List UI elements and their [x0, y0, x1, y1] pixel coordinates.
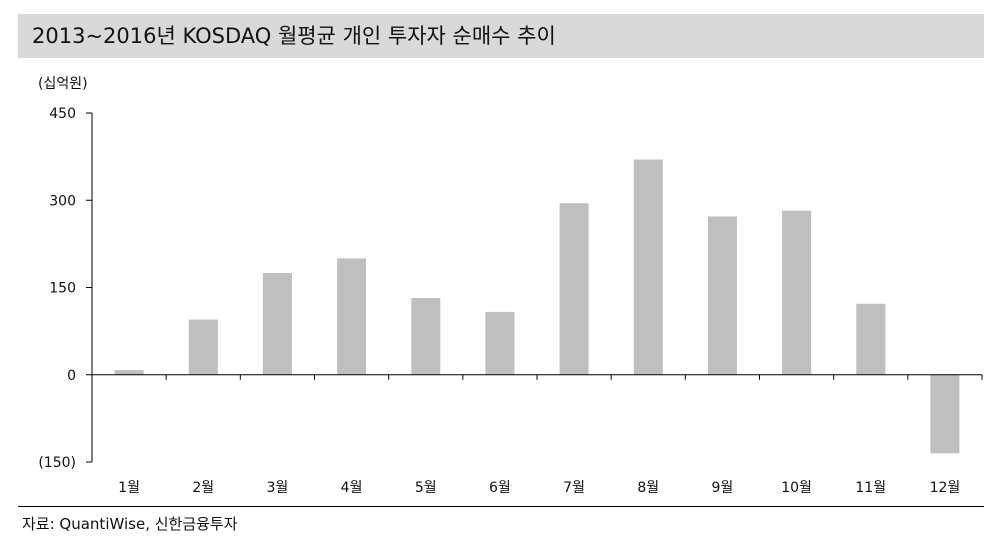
bar-2월 — [188, 319, 218, 375]
source-divider — [18, 506, 984, 507]
bar-5월 — [411, 298, 441, 375]
bar-7월 — [559, 203, 589, 375]
bar-10월 — [782, 210, 812, 375]
bar-4월 — [337, 258, 367, 375]
bar-3월 — [262, 273, 292, 375]
bar-12월 — [930, 374, 960, 454]
bar-9월 — [707, 216, 737, 375]
y-tick-label: 300 — [49, 193, 76, 209]
y-axis-unit-label: (십억원) — [38, 76, 88, 92]
y-tick-label: 0 — [67, 368, 76, 384]
x-category-label: 1월 — [118, 480, 140, 496]
x-category-label: 11월 — [855, 480, 886, 496]
bar-8월 — [633, 159, 663, 375]
x-category-label: 3월 — [267, 480, 289, 496]
x-category-label: 2월 — [192, 480, 214, 496]
y-tick-label: 450 — [49, 106, 76, 122]
x-category-label: 6월 — [489, 480, 511, 496]
x-category-label: 4월 — [341, 480, 363, 496]
y-tick-label: (150) — [38, 455, 76, 471]
bar-6월 — [485, 311, 515, 375]
bar-1월 — [114, 370, 144, 375]
x-category-label: 9월 — [712, 480, 734, 496]
chart-title: 2013~2016년 KOSDAQ 월평균 개인 투자자 순매수 추이 — [32, 24, 556, 48]
bars-group — [114, 159, 960, 454]
x-category-label: 10월 — [781, 480, 812, 496]
x-category-label: 7월 — [563, 480, 585, 496]
source-note: 자료: QuantiWise, 신한금융투자 — [22, 515, 238, 533]
x-category-label: 12월 — [930, 480, 961, 496]
chart-title-bar: 2013~2016년 KOSDAQ 월평균 개인 투자자 순매수 추이 — [18, 14, 984, 58]
y-axis: (150) 0 150 300 450 — [38, 106, 93, 471]
y-tick-label: 150 — [49, 281, 76, 297]
bar-11월 — [856, 303, 886, 375]
x-category-label: 8월 — [637, 480, 659, 496]
x-category-label: 5월 — [415, 480, 437, 496]
x-axis: 1월 2월 3월 4월 5월 6월 7월 8월 9월 10월 11월 12월 — [92, 374, 983, 496]
